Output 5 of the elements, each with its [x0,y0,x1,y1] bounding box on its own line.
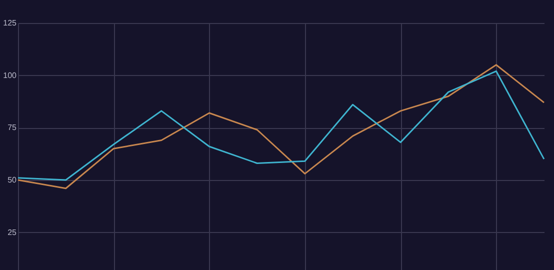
y-tick-label: 100 [3,70,18,80]
y-tick-label: 25 [8,228,18,237]
y-tick-label: 125 [3,18,18,28]
y-tick-label: 75 [8,123,18,132]
y-tick-label: 50 [8,175,18,184]
